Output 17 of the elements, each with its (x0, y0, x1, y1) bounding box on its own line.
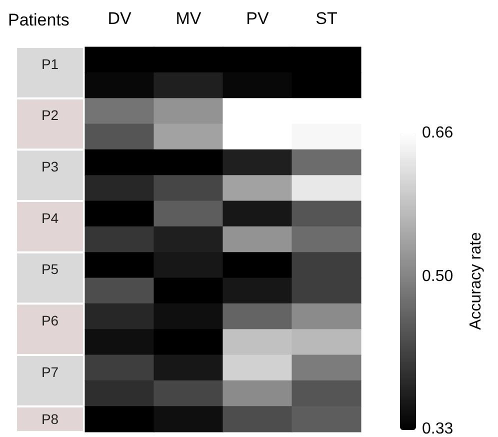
y-tick-label: P8 (41, 411, 59, 428)
color-bar-title: Accuracy rate (468, 232, 484, 330)
y-tick-label: P5 (41, 261, 59, 278)
color-bar-label: 0.50 (422, 268, 454, 286)
y-tick-label: P7 (41, 364, 59, 380)
x-tick-label: DV (108, 9, 132, 28)
y-tick-label: P4 (41, 210, 59, 226)
y-tick-label: P1 (41, 56, 59, 72)
x-tick-label: PV (246, 9, 270, 28)
y-tick-label: P2 (41, 107, 59, 124)
x-tick-label: MV (176, 9, 202, 28)
x-tick-label: ST (316, 9, 338, 28)
y-tick-label: P6 (41, 312, 59, 328)
color-bar-label: 0.33 (422, 420, 454, 437)
y-axis-title: Patients (8, 10, 70, 30)
color-bar-label: 0.66 (422, 124, 454, 142)
y-tick-label: P3 (41, 158, 59, 174)
